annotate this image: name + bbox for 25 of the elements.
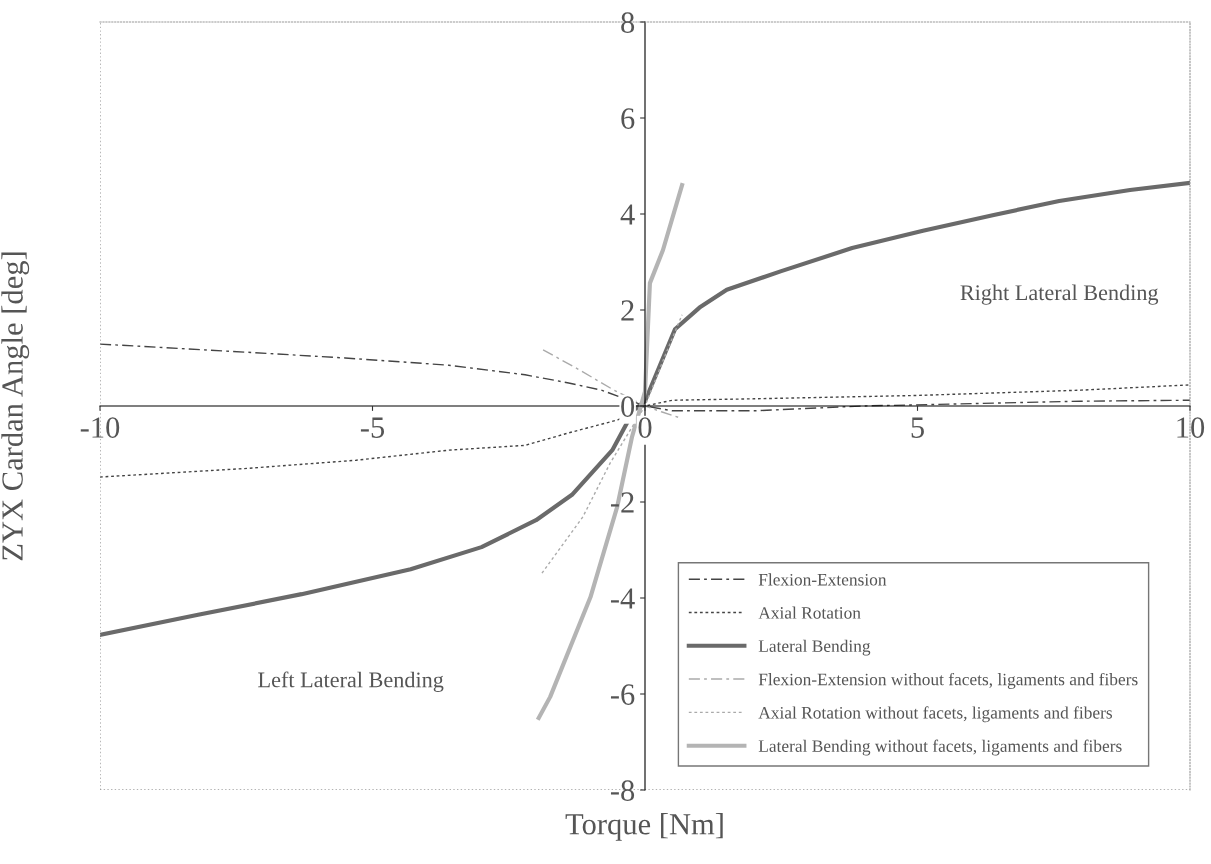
legend-label: Axial Rotation without facets, ligaments and fibers (758, 706, 1113, 723)
y-axis-title: ZYX Cardan Angle [deg] (1, 252, 30, 561)
annotation: Right Lateral Bending (960, 284, 1159, 305)
y-tick-label: -8 (610, 780, 635, 801)
legend-label: Flexion-Extension without facets, ligaments and fibers (758, 672, 1138, 689)
x-tick-label: -10 (80, 417, 120, 438)
x-axis-title: Torque [Nm] (565, 813, 723, 841)
x-tick-label: -5 (360, 417, 385, 438)
y-tick-label: 4 (620, 204, 635, 225)
x-tick-label: 10 (1177, 417, 1205, 438)
y-tick-label: 0 (621, 396, 635, 417)
y-tick-label: -6 (610, 684, 635, 705)
line-series (536, 183, 685, 721)
annotation: Left Lateral Bending (258, 671, 444, 692)
x-tick-label: 0 (638, 417, 652, 438)
legend-label: Lateral Bending without facets, ligaments and fibers (758, 739, 1122, 756)
y-tick-label: -4 (610, 588, 635, 609)
y-tick-label: -2 (610, 492, 634, 513)
y-tick-label: 2 (621, 300, 634, 321)
y-tick-label: 8 (621, 12, 635, 33)
legend-label: Axial Rotation (758, 606, 861, 619)
y-tick-label: 6 (621, 108, 635, 129)
x-tick-label: 5 (911, 417, 924, 438)
legend-label: Flexion-Extension (758, 573, 887, 586)
legend-label: Lateral Bending (758, 639, 871, 656)
